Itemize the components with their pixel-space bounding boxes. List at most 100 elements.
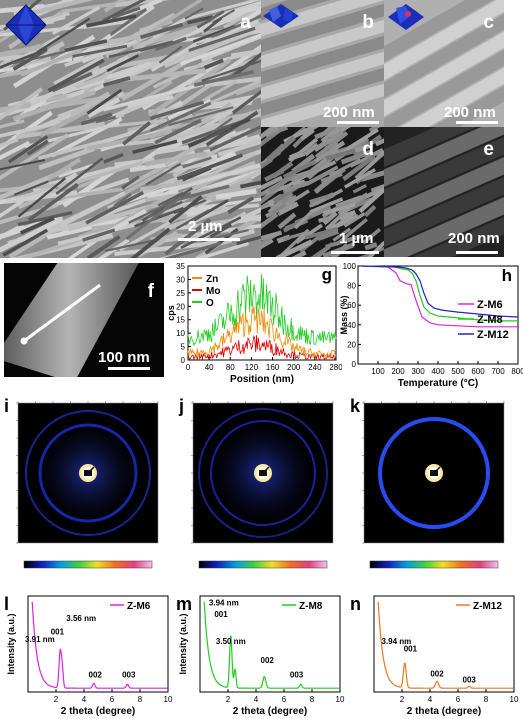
nanorod [165, 177, 200, 189]
nanorod [346, 128, 379, 151]
intensity-colorbar [369, 560, 499, 569]
x-tick-label: 8 [138, 695, 143, 704]
x-tick-label: 700 [491, 367, 505, 376]
nanorod [384, 127, 476, 167]
nanorod [180, 33, 261, 66]
nanorod [240, 137, 261, 149]
nanorod [29, 55, 130, 107]
y-axis-label: Intensity (a.u.) [178, 613, 188, 674]
nanorod [17, 210, 73, 227]
nanorod [168, 106, 234, 127]
nanorod [149, 100, 205, 121]
nanorod [186, 0, 261, 20]
nanorod [194, 101, 232, 129]
nanorod [209, 223, 233, 239]
nanorod [201, 168, 261, 193]
x-tick-label: 800 [511, 367, 523, 376]
nanorod [53, 55, 105, 86]
nanorod [261, 3, 384, 53]
series-line-Z-M6 [361, 265, 518, 328]
x-tick-label: 80 [226, 363, 235, 372]
nanorod [155, 36, 187, 52]
panel-label-f: f [147, 281, 154, 302]
nanorod [122, 121, 152, 146]
x-tick-label: 4 [82, 695, 87, 704]
peak-annotation: 003 [290, 671, 304, 680]
x-axis-label: Temperature (°C) [398, 378, 479, 388]
nanorod [193, 188, 223, 209]
nanorod [203, 17, 223, 33]
nanorod [412, 217, 504, 257]
nanorod [227, 196, 255, 215]
panel-label-g: g [322, 265, 332, 284]
nanorod [140, 22, 184, 40]
nanorod [85, 190, 145, 225]
panel-label-e: e [483, 139, 494, 160]
nanorod [121, 175, 140, 190]
legend-label: Z-M12 [473, 601, 502, 612]
nanorod [184, 7, 204, 20]
y-tick-label: 5 [181, 343, 186, 352]
peak-annotation: 001 [214, 610, 228, 619]
nanorod [293, 210, 313, 230]
nanorod [54, 187, 124, 201]
nanorod [363, 204, 377, 218]
nanorod [0, 140, 31, 161]
peak-annotation: 001 [51, 627, 65, 636]
nanorod [0, 87, 44, 121]
nanorod [188, 26, 256, 52]
nanorod [0, 56, 52, 78]
nanorod [384, 13, 504, 99]
linescan-line [23, 283, 101, 343]
nanorod [0, 120, 62, 138]
peak-annotation: 003 [122, 671, 136, 680]
nanorod [47, 157, 82, 181]
nanorod-texture [261, 127, 384, 257]
panel-label-i: i [4, 396, 9, 416]
nanorod [24, 122, 120, 149]
x-tick-label: 2 [226, 695, 231, 704]
nanorod [367, 240, 384, 257]
panel-c-sem-image: c 200 nm [384, 0, 504, 127]
x-tick-label: 2 [54, 695, 59, 704]
nanorod [261, 175, 284, 191]
scale-label-d: 1 µm [339, 230, 374, 247]
intensity-colorbar [198, 560, 328, 569]
nanorod [343, 168, 376, 189]
crystal-structure-icon [263, 4, 299, 28]
nanorod [182, 156, 212, 169]
x-tick-label: 200 [287, 363, 301, 372]
nanorod [215, 188, 257, 200]
panel-label-h: h [502, 266, 512, 285]
nanorod [309, 197, 344, 214]
intensity-colorbar [23, 560, 153, 569]
scale-bar-f [108, 367, 150, 370]
panel-b-sem-image: b 200 nm [261, 0, 384, 127]
nanorod [329, 127, 351, 139]
panel-label-j: j [178, 396, 184, 416]
plot-area [27, 595, 169, 693]
nanorod [134, 206, 185, 228]
nanorod [102, 0, 147, 23]
panel-label-b: b [362, 12, 374, 33]
nanorod [292, 179, 306, 187]
x-axis-label: 2 theta (degree) [233, 706, 307, 717]
nanorod [86, 234, 121, 258]
nanorod [0, 44, 45, 58]
scale-bar-c [456, 121, 498, 124]
x-tick-label: 0 [186, 363, 191, 372]
nanorod [261, 238, 274, 250]
nanorod [261, 19, 384, 69]
peak-annotation: 002 [89, 671, 103, 680]
nanorod [203, 44, 261, 87]
nanorod [261, 230, 283, 241]
scale-label-c: 200 nm [444, 104, 496, 121]
nanorod [310, 140, 346, 166]
nanorod [17, 177, 67, 218]
panel-d-tem-image: d 1 µm [261, 127, 384, 257]
panel-label-l: l [4, 594, 9, 614]
nanorod [342, 154, 376, 182]
scale-bar-d [331, 251, 379, 254]
panel-label-n: n [350, 594, 361, 614]
